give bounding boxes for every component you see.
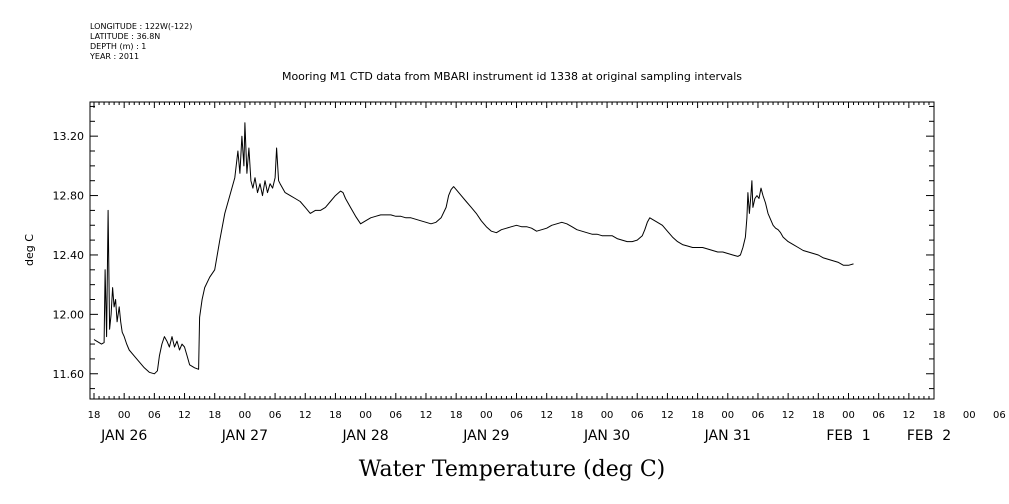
x-axis-label: Water Temperature (deg C) (359, 457, 666, 482)
x-hour-label: 06 (993, 410, 1006, 421)
x-hour-label: 12 (299, 410, 312, 421)
x-hour-label: 06 (269, 410, 282, 421)
x-day-label: JAN 28 (342, 428, 389, 444)
metadata-header: LONGITUDE : 122W(-122) LATITUDE : 36.8N … (90, 22, 192, 62)
x-hour-label: 18 (812, 410, 825, 421)
x-hour-label: 00 (842, 410, 855, 421)
y-tick-label: 12.00 (53, 308, 85, 321)
x-hour-label: 12 (902, 410, 915, 421)
y-tick-label: 13.20 (53, 130, 85, 143)
x-hour-label: 18 (329, 410, 342, 421)
x-hour-label: 18 (450, 410, 463, 421)
x-day-label: FEB 2 (907, 428, 951, 444)
x-hour-label: 12 (178, 410, 191, 421)
x-hour-label: 06 (389, 410, 402, 421)
header-longitude: LONGITUDE : 122W(-122) (90, 22, 193, 31)
plot-frame (89, 101, 935, 400)
x-day-label: JAN 31 (704, 428, 751, 444)
header-year: YEAR : 2011 (90, 52, 140, 61)
x-hour-label: 18 (571, 410, 584, 421)
header-latitude: LATITUDE : 36.8N (90, 32, 161, 41)
x-hour-label: 00 (359, 410, 372, 421)
x-hour-label: 12 (782, 410, 795, 421)
x-hour-label: 06 (148, 410, 161, 421)
y-tick-label: 11.60 (53, 368, 85, 381)
x-day-label: JAN 30 (583, 428, 630, 444)
x-hour-label: 06 (752, 410, 765, 421)
x-day-label: JAN 27 (221, 428, 268, 444)
x-hour-label: 12 (420, 410, 433, 421)
x-hour-label: 00 (480, 410, 493, 421)
x-hour-label: 12 (540, 410, 553, 421)
x-hour-label: 06 (510, 410, 523, 421)
x-hour-label: 00 (239, 410, 252, 421)
x-hour-label: 00 (118, 410, 131, 421)
x-hour-label: 18 (208, 410, 221, 421)
y-axis-label: deg C (23, 234, 36, 266)
x-tick-labels: 18 00 06 12 18 00 06 12 18 00 06 12 18 00 06 12 18 00 06 12… (88, 410, 1006, 444)
x-hour-label: 00 (721, 410, 734, 421)
x-day-label: JAN 29 (462, 428, 509, 444)
x-hour-label: 06 (872, 410, 885, 421)
y-tick-labels: 11.60 12.00 12.40 12.80 13.20 (53, 130, 85, 381)
water-temperature-series-line (93, 122, 854, 375)
x-day-label: JAN 26 (100, 428, 147, 444)
x-hour-label: 06 (631, 410, 644, 421)
header-depth: DEPTH (m) : 1 (90, 42, 147, 51)
y-tick-label: 12.40 (53, 249, 85, 262)
x-hour-label: 12 (661, 410, 674, 421)
y-tick-label: 12.80 (53, 190, 85, 203)
x-hour-label: 00 (601, 410, 614, 421)
axis-ticks (90, 102, 934, 399)
x-hour-label: 00 (963, 410, 976, 421)
x-hour-label: 18 (691, 410, 704, 421)
x-hour-label: 18 (88, 410, 101, 421)
chart-title: Mooring M1 CTD data from MBARI instrumen… (282, 70, 742, 83)
x-day-label: FEB 1 (826, 428, 870, 444)
x-hour-label: 18 (933, 410, 946, 421)
